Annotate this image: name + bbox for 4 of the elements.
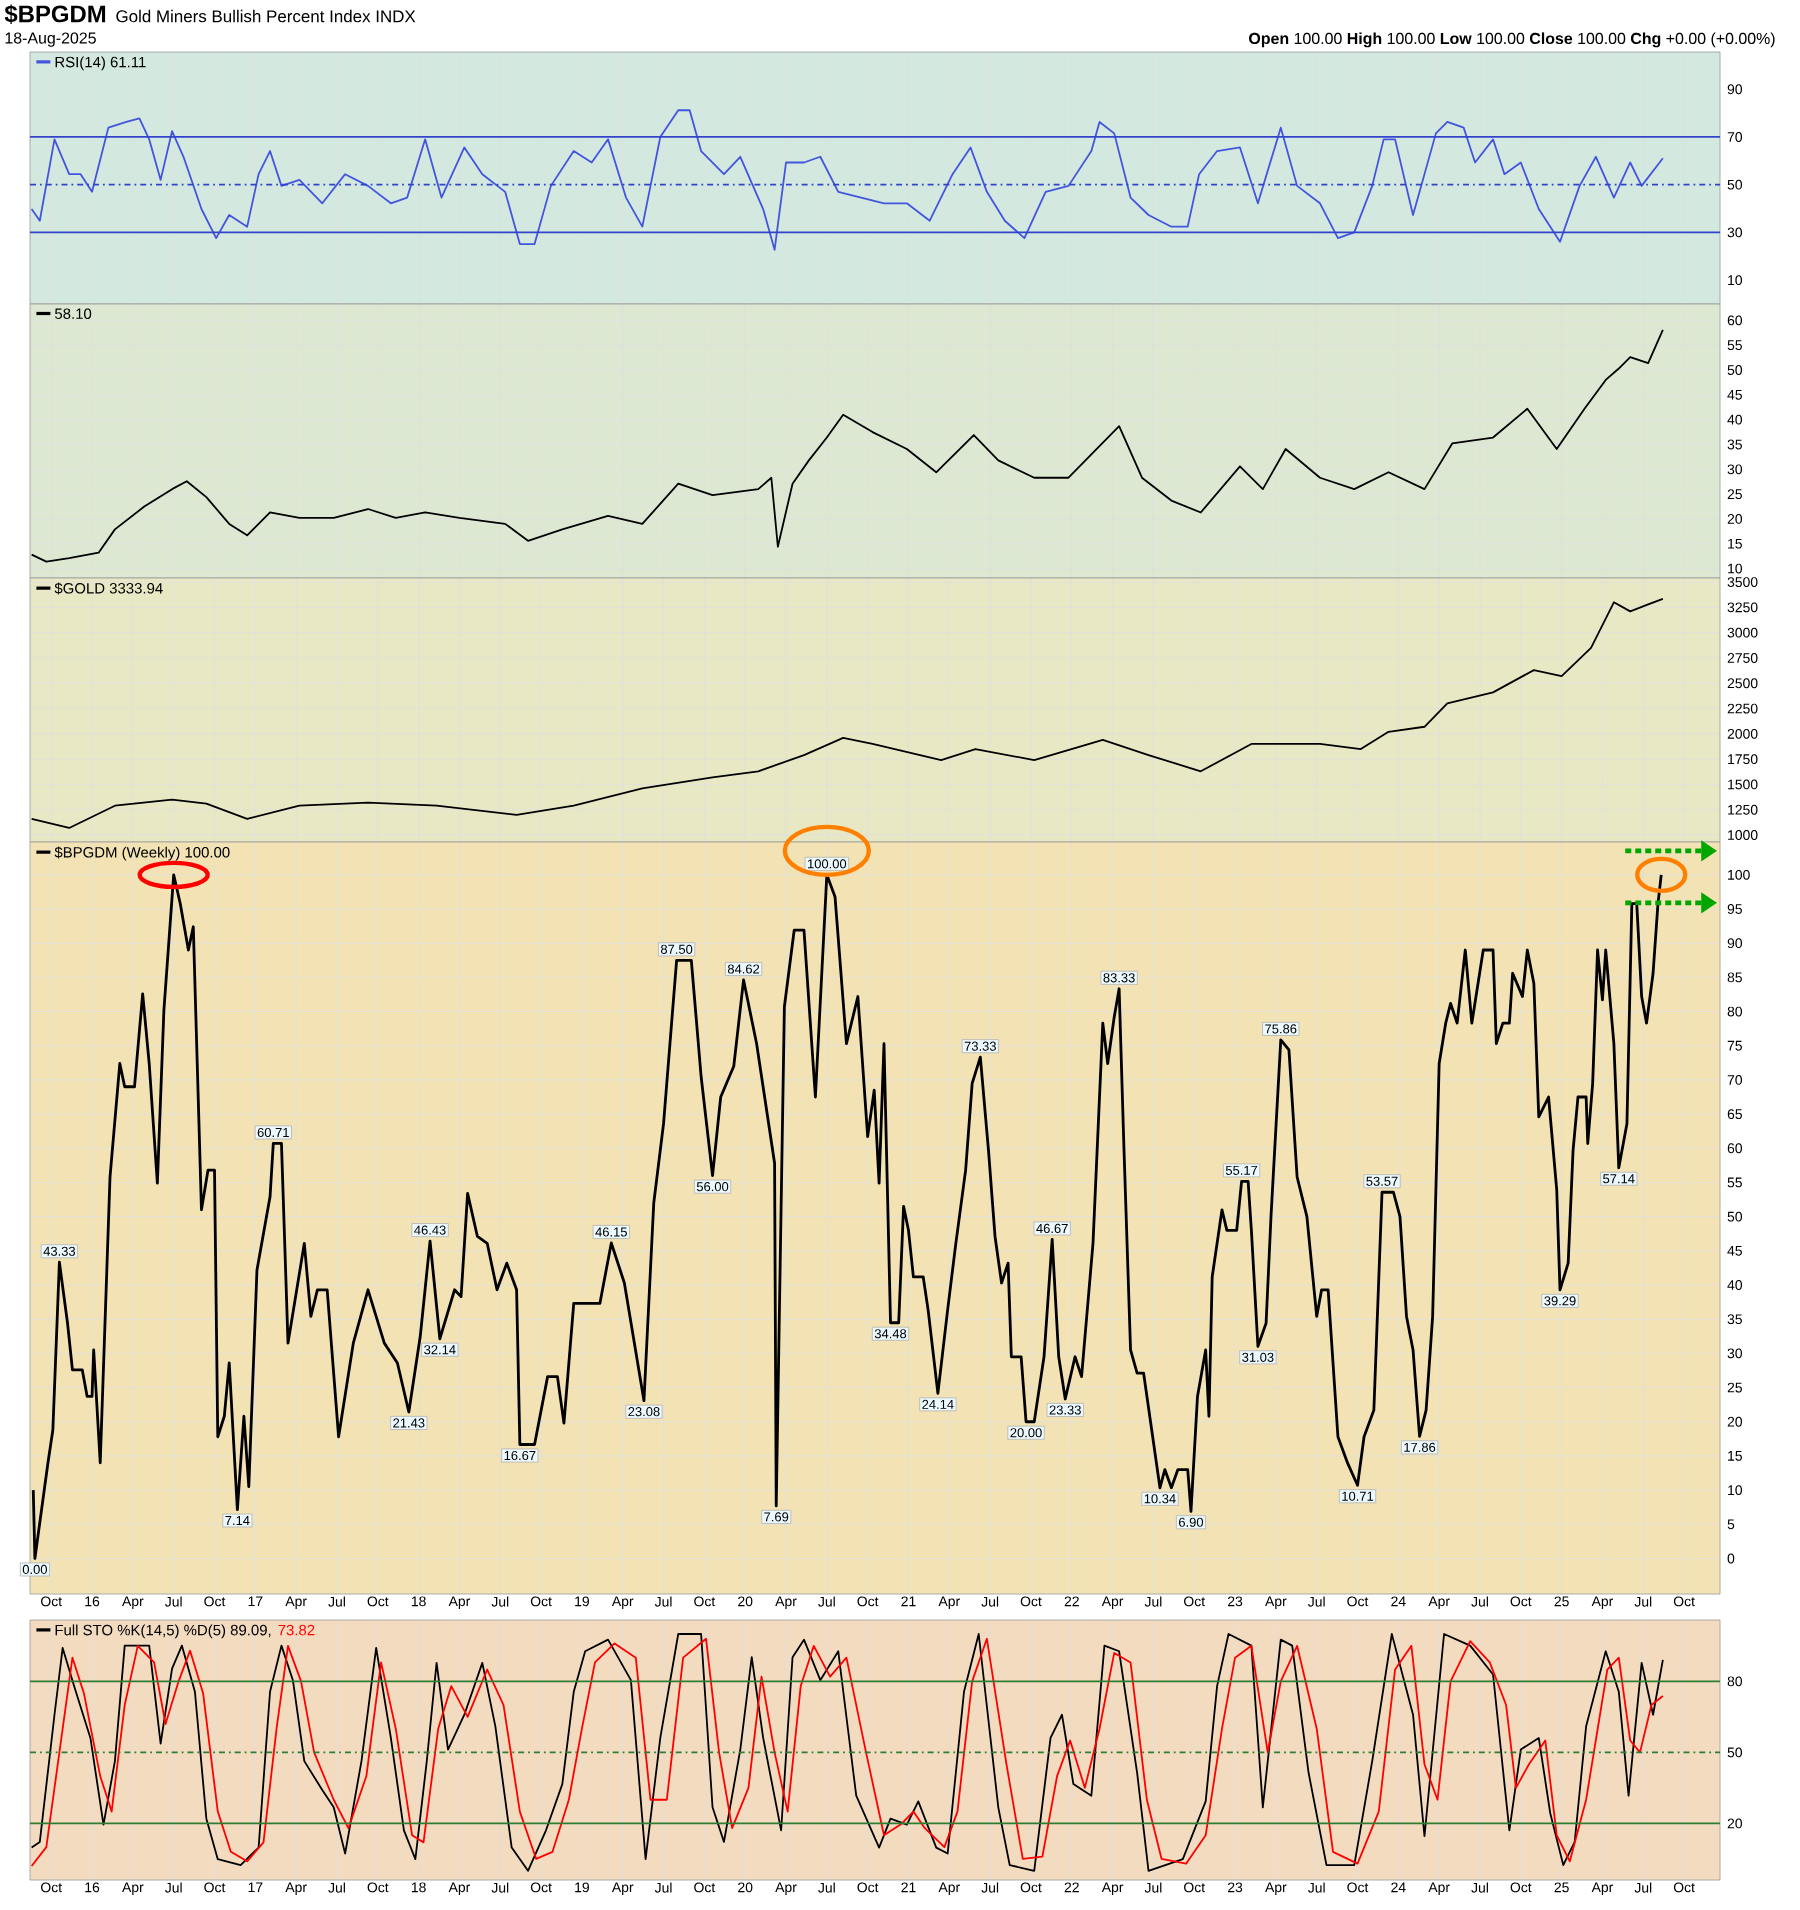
chart-title: $BPGDM [4, 4, 106, 24]
line-series [30, 597, 1664, 829]
line-series [30, 328, 1664, 563]
chart-subtitle: Gold Miners Bullish Percent Index INDX [116, 9, 416, 23]
